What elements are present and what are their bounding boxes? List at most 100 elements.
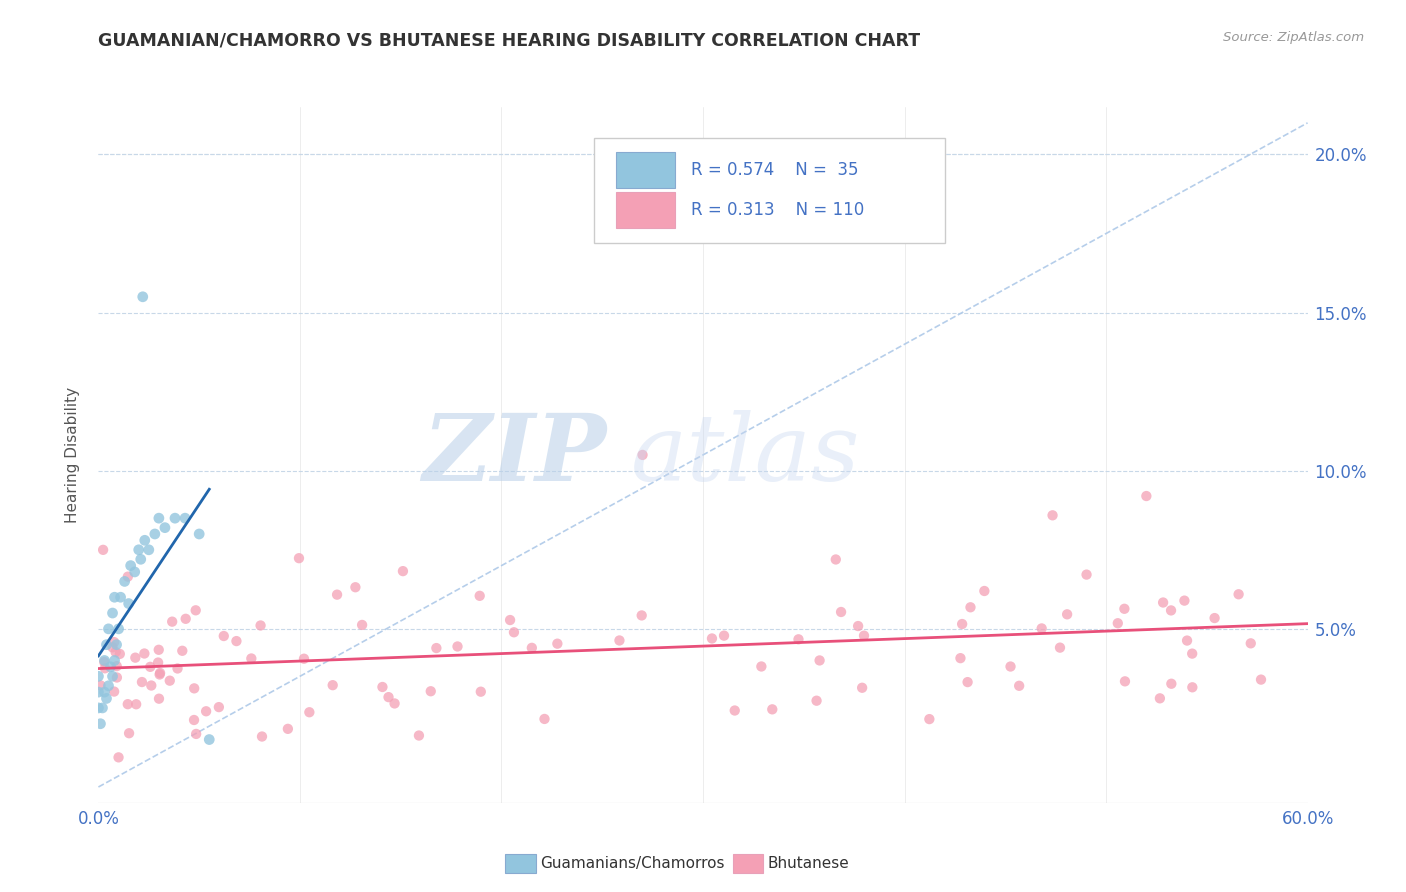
Point: [322, 678, 344, 692]
Point: [124, 650, 146, 665]
Point: [1076, 567, 1098, 582]
Point: [1204, 611, 1226, 625]
Point: [149, 667, 172, 681]
Point: [806, 694, 828, 708]
Point: [751, 659, 773, 673]
Text: Source: ZipAtlas.com: Source: ZipAtlas.com: [1223, 31, 1364, 45]
Point: [808, 653, 831, 667]
Point: [1049, 640, 1071, 655]
Point: [1056, 607, 1078, 622]
Point: [384, 697, 406, 711]
Point: [118, 597, 141, 611]
Point: [630, 608, 652, 623]
Point: [1114, 674, 1136, 689]
Point: [149, 665, 172, 680]
Point: [91, 542, 114, 557]
Point: [174, 612, 197, 626]
Point: [1181, 647, 1204, 661]
Point: [103, 653, 125, 667]
Point: [101, 640, 124, 655]
Point: [146, 656, 169, 670]
Text: R = 0.313    N = 110: R = 0.313 N = 110: [690, 201, 865, 219]
Point: [125, 698, 148, 712]
Point: [134, 647, 156, 661]
Point: [468, 589, 491, 603]
Point: [184, 603, 207, 617]
Point: [631, 448, 654, 462]
Point: [87, 669, 110, 683]
Point: [250, 730, 273, 744]
Point: [425, 641, 447, 656]
Point: [853, 629, 876, 643]
Point: [851, 681, 873, 695]
Point: [918, 712, 941, 726]
Point: [973, 584, 995, 599]
Text: ZIP: ZIP: [422, 410, 606, 500]
Point: [103, 591, 125, 605]
Point: [344, 580, 367, 594]
Point: [950, 617, 973, 632]
Text: Bhutanese: Bhutanese: [768, 856, 849, 871]
Point: [546, 637, 568, 651]
Point: [89, 678, 111, 692]
Point: [128, 542, 150, 557]
Text: GUAMANIAN/CHAMORRO VS BHUTANESE HEARING DISABILITY CORRELATION CHART: GUAMANIAN/CHAMORRO VS BHUTANESE HEARING …: [98, 31, 921, 49]
Point: [956, 675, 979, 690]
Point: [1240, 636, 1263, 650]
Point: [96, 691, 118, 706]
Point: [959, 600, 981, 615]
Point: [96, 638, 118, 652]
Point: [97, 622, 120, 636]
Point: [183, 681, 205, 696]
Text: Guamanians/Chamorros: Guamanians/Chamorros: [540, 856, 724, 871]
Point: [105, 638, 128, 652]
Point: [188, 527, 211, 541]
Point: [1250, 673, 1272, 687]
Point: [186, 727, 208, 741]
Point: [724, 704, 747, 718]
Point: [700, 632, 723, 646]
Point: [172, 644, 194, 658]
Point: [148, 642, 170, 657]
Point: [114, 574, 136, 589]
Point: [195, 704, 218, 718]
Point: [249, 618, 271, 632]
Point: [1173, 593, 1195, 607]
Point: [288, 551, 311, 566]
Point: [1008, 679, 1031, 693]
Point: [141, 679, 163, 693]
Point: [1135, 489, 1157, 503]
Point: [1175, 633, 1198, 648]
Point: [160, 615, 183, 629]
Point: [153, 521, 176, 535]
Point: [124, 565, 146, 579]
Point: [91, 701, 114, 715]
Point: [163, 511, 186, 525]
FancyBboxPatch shape: [616, 153, 675, 188]
Point: [1149, 691, 1171, 706]
Point: [104, 645, 127, 659]
Point: [419, 684, 441, 698]
Point: [352, 618, 374, 632]
Point: [503, 625, 526, 640]
Point: [761, 702, 783, 716]
Point: [520, 640, 543, 655]
Point: [100, 660, 122, 674]
Point: [225, 634, 247, 648]
Point: [371, 680, 394, 694]
Point: [94, 661, 117, 675]
Point: [105, 659, 128, 673]
Point: [787, 632, 810, 647]
Point: [97, 679, 120, 693]
Y-axis label: Hearing Disability: Hearing Disability: [65, 387, 80, 523]
Point: [105, 671, 128, 685]
Point: [174, 511, 197, 525]
Point: [143, 527, 166, 541]
Point: [103, 684, 125, 698]
Point: [134, 533, 156, 548]
Point: [1042, 508, 1064, 523]
Point: [117, 697, 139, 711]
FancyBboxPatch shape: [595, 138, 945, 243]
Point: [846, 619, 869, 633]
Point: [1031, 622, 1053, 636]
